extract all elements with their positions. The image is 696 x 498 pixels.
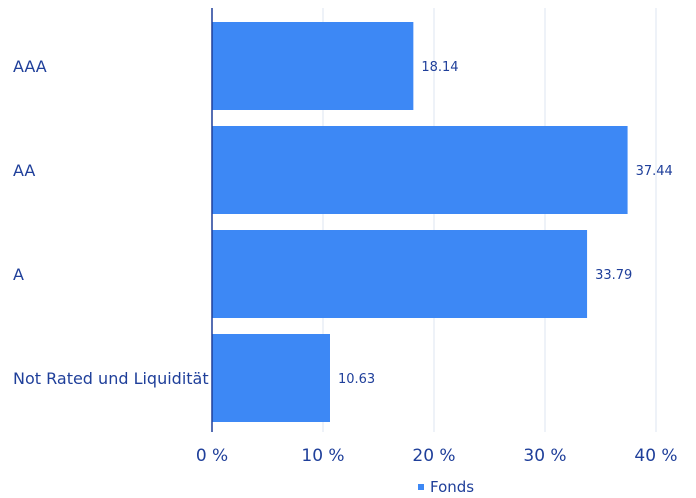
x-tick-labels: 0 % 10 % 20 % 30 % 40 % [196, 446, 678, 466]
tick-label: 30 % [523, 446, 566, 466]
data-label: 33.79 [595, 268, 632, 283]
bar[interactable] [212, 22, 414, 110]
bars [212, 22, 628, 422]
bar[interactable] [212, 230, 588, 318]
bar[interactable] [212, 334, 330, 422]
category-label: AA [13, 161, 35, 180]
data-label: 37.44 [636, 164, 673, 179]
category-label: A [13, 265, 24, 284]
tick-label: 20 % [412, 446, 455, 466]
tick-label: 40 % [634, 446, 677, 466]
tick-label: 10 % [301, 446, 344, 466]
category-label: AAA [13, 57, 47, 76]
category-label: Not Rated und Liquidität [13, 369, 209, 388]
legend-swatch [418, 484, 424, 490]
tick-label: 0 % [196, 446, 228, 466]
data-label: 18.14 [421, 60, 458, 75]
data-label: 10.63 [338, 372, 375, 387]
legend-label-fonds: Fonds [430, 478, 474, 496]
bar[interactable] [212, 126, 628, 214]
value-labels: 18.14 37.44 33.79 10.63 [338, 60, 673, 387]
legend[interactable]: Fonds [418, 478, 474, 496]
